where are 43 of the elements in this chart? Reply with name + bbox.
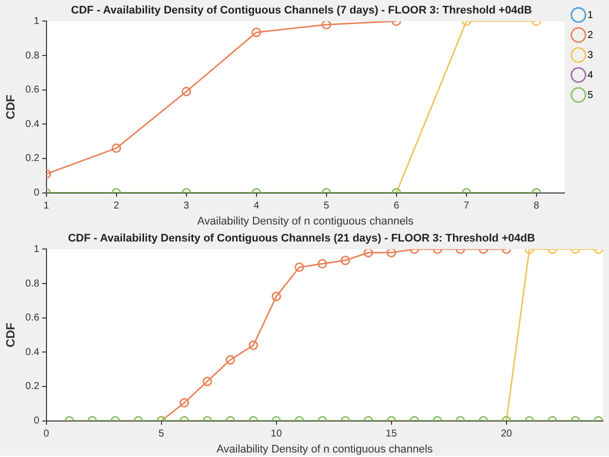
x-tick-label: 3 <box>184 200 190 212</box>
x-tick-label: 5 <box>158 428 165 440</box>
y-tick-label: 0 <box>34 188 40 199</box>
legend-label: 1 <box>587 10 594 21</box>
x-axis-title: Availability Density of n contiguous channels <box>197 215 414 228</box>
x-tick-label: 10 <box>270 428 282 440</box>
y-tick-label: 0.4 <box>25 346 40 358</box>
point <box>226 355 236 365</box>
point <box>322 21 332 30</box>
x-tick-label: 15 <box>386 428 398 440</box>
point <box>248 340 258 350</box>
x-tick-label: 5 <box>324 200 330 212</box>
y-tick-label: 0 <box>34 416 40 427</box>
x-axis-title: Availability Density of n contiguous channels <box>216 443 434 456</box>
chart-title: CDF - Availability Density of Contiguous Channels (7 days) - FLOOR 3: Threshold +04dB <box>71 4 532 17</box>
x-tick-label: 7 <box>464 200 470 212</box>
x-tick-label: 0 <box>44 428 50 440</box>
y-axis-title: CDF <box>4 94 18 120</box>
y-tick-label: 1 <box>34 244 40 255</box>
y-tick-label: 0.6 <box>25 312 40 324</box>
y-tick-label: 0.2 <box>25 381 40 392</box>
y-tick-label: 0.2 <box>25 153 40 164</box>
y-tick-label: 0.6 <box>25 84 40 96</box>
x-tick-label: 8 <box>534 200 540 212</box>
x-tick-label: 20 <box>500 428 512 440</box>
legend-label: 4 <box>587 70 594 81</box>
x-tick-label: 2 <box>114 200 120 212</box>
point <box>202 376 212 386</box>
y-tick-label: 0.8 <box>25 278 40 290</box>
point <box>182 86 192 96</box>
legend-label: 2 <box>587 30 594 41</box>
y-tick-label: 0.8 <box>25 50 40 62</box>
y-axis-title: CDF <box>4 322 18 348</box>
x-tick-label: 1 <box>44 200 50 212</box>
y-tick-label: 1 <box>34 16 40 27</box>
y-tick-label: 0.4 <box>25 118 40 130</box>
legend-label: 5 <box>587 90 594 101</box>
point <box>272 292 282 302</box>
x-tick-label: 6 <box>394 200 400 212</box>
point <box>112 143 122 153</box>
legend-label: 3 <box>587 50 594 61</box>
chart-title: CDF - Availability Density of Contiguous Channels (21 days) - FLOOR 3: Threshold +04dB <box>68 232 536 245</box>
x-tick-label: 4 <box>254 200 260 212</box>
